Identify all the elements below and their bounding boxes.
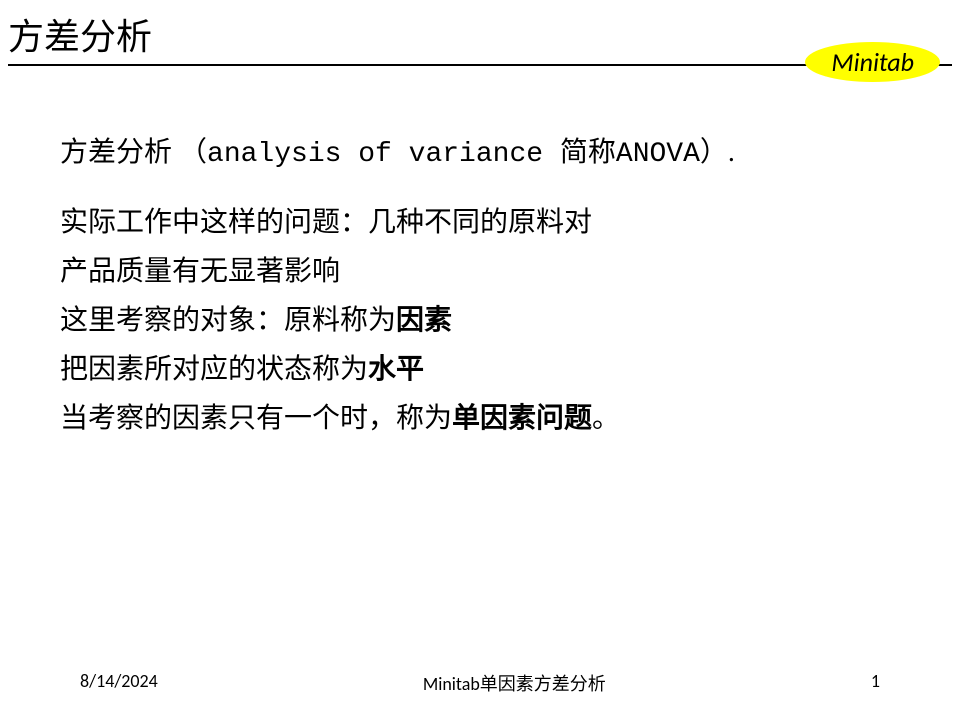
slide-content: 方差分析 （analysis of variance 简称ANOVA）. 实际工… <box>60 130 900 443</box>
intro-english: analysis of variance <box>207 139 560 170</box>
intro-line: 方差分析 （analysis of variance 简称ANOVA）. <box>60 130 900 170</box>
intro-suffix: ）. <box>700 137 735 168</box>
footer-title: Minitab单因素方差分析 <box>423 670 606 696</box>
footer-page-number: 1 <box>871 670 880 696</box>
slide-footer: 8/14/2024 Minitab单因素方差分析 1 <box>0 670 960 696</box>
minitab-badge: Minitab <box>805 42 940 82</box>
intro-abbrev: ANOVA <box>616 139 700 170</box>
body-line-6: 当考察的因素只有一个时，称为单因素问题。 <box>60 394 900 443</box>
body-line-4: 这里考察的对象：原料称为因素 <box>60 296 900 345</box>
body-line-5: 把因素所对应的状态称为水平 <box>60 345 900 394</box>
body-line-3: 产品质量有无显著影响 <box>60 247 900 296</box>
line6-bold: 单因素问题 <box>452 403 592 434</box>
intro-mid: 简称 <box>560 137 616 168</box>
footer-date: 8/14/2024 <box>80 670 158 696</box>
line4-bold: 因素 <box>396 305 452 336</box>
line5-bold: 水平 <box>368 354 424 385</box>
line4-text: 这里考察的对象：原料称为 <box>60 305 396 336</box>
line5-text: 把因素所对应的状态称为 <box>60 354 368 385</box>
line6-text: 当考察的因素只有一个时，称为 <box>60 403 452 434</box>
slide-title: 方差分析 <box>8 8 952 60</box>
intro-prefix: 方差分析 （ <box>60 137 207 168</box>
line6-suffix: 。 <box>592 403 620 434</box>
body-line-2: 实际工作中这样的问题：几种不同的原料对 <box>60 198 900 247</box>
